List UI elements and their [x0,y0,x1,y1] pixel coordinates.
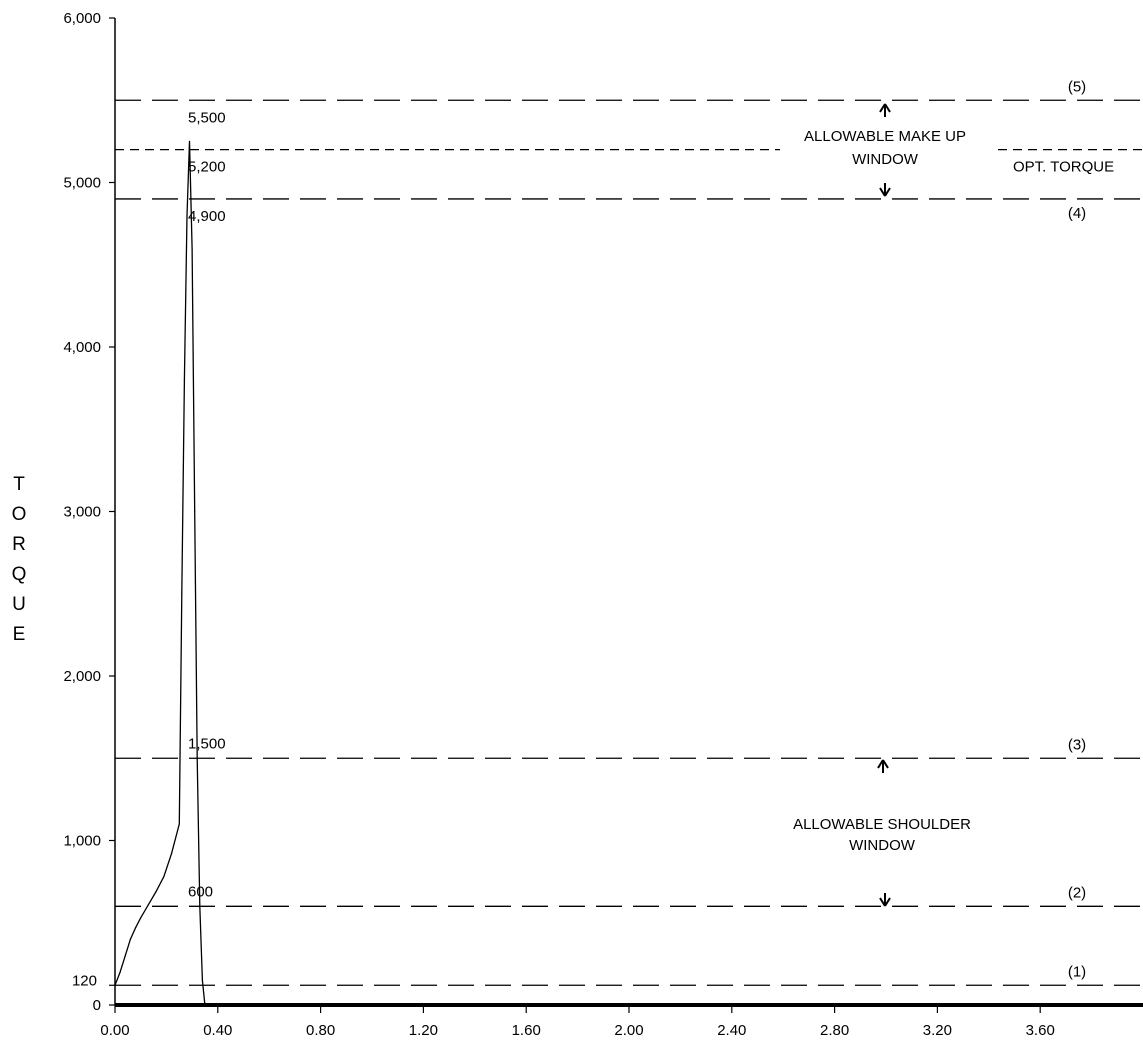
y-tick-label: 2,000 [63,668,101,685]
y-axis-label-letter: E [13,624,26,645]
axes [109,17,1143,1013]
y-axis-label-letter: U [12,594,26,615]
torque-curve-point [191,247,193,249]
torque-curve-point [183,379,185,381]
y-axis-label-letter: T [13,474,25,495]
torque-curve-point [181,593,183,595]
reference-line-label: (3) [1068,736,1086,753]
down-arrow-icon [879,893,891,907]
x-tick-label: 2.00 [614,1022,643,1039]
torque-curve-point [194,510,196,513]
reference-value-label: 5,500 [188,109,226,126]
reference-value-label: 1,500 [188,735,226,752]
x-tick-label: 0.00 [100,1022,129,1039]
torque-curve-point [201,979,203,981]
y-axis-label-letter: O [12,504,27,525]
torque-curve-1 [114,141,206,1006]
reference-line-label: (4) [1068,205,1086,222]
reference-value-label: 600 [188,883,213,900]
makeup-window-text: WINDOW [852,151,919,168]
torque-curve-point [196,757,198,759]
torque-curve-point [124,955,126,957]
torque-curve-point [186,214,188,216]
x-tick-label: 3.20 [923,1022,952,1039]
torque-curve-point [119,971,121,973]
makeup-window-text: ALLOWABLE MAKE UP [804,128,966,145]
reference-line-label: (5) [1068,78,1086,95]
torque-curve-point [155,890,157,893]
y-axis-label-letter: Q [12,564,27,585]
y-tick-label: 4,000 [63,339,101,356]
torque-curve-point [199,905,201,907]
x-tick-label: 0.80 [306,1022,335,1039]
torque-curve-point [129,938,132,940]
y-tick-label: 6,000 [63,10,101,27]
y-tick-label: 5,000 [63,175,101,192]
torque-curve-point [163,876,165,878]
x-tick-label: 0.40 [203,1022,232,1039]
torque-curve-point [178,823,180,825]
reference-line-label: (1) [1068,963,1086,980]
reference-value-label: 5,200 [188,159,226,176]
torque-curve-point [204,1004,206,1006]
torque-curve-point [147,904,150,906]
x-tick-label: 3.60 [1026,1022,1055,1039]
labels: (5) 5,500 OPT. TORQUE 5,200 (4) 4,900 (3) 1,500… [12,10,1115,1039]
y-tick-label: 3,000 [63,504,101,521]
reference-lines [115,99,1143,986]
torque-curve-point [140,917,142,919]
torque-curve-point [114,984,116,986]
x-tick-label: 2.40 [717,1022,746,1039]
y-axis-label-letter: R [12,534,26,555]
torque-curve-point [170,853,173,855]
y-tick-label-extra: 120 [72,972,97,989]
x-tick-label: 2.80 [820,1022,849,1039]
shoulder-window-text: ALLOWABLE SHOULDER [793,816,971,833]
y-tick-label: 0 [93,997,101,1014]
down-arrow-icon [879,183,891,197]
reference-line-label: (2) [1068,884,1086,901]
up-arrow-icon [879,103,891,117]
x-tick-label: 1.60 [512,1022,541,1039]
y-tick-label: 1,000 [63,833,101,850]
series [114,140,206,1006]
shoulder-window-text: WINDOW [849,837,916,854]
opt-torque-label: OPT. TORQUE [1013,159,1114,176]
torque-curve-point [188,140,191,142]
torque-curve-point [134,927,137,929]
reference-value-label: 4,900 [188,208,226,225]
up-arrow-icon [877,759,889,773]
x-tick-label: 1.20 [409,1022,438,1039]
